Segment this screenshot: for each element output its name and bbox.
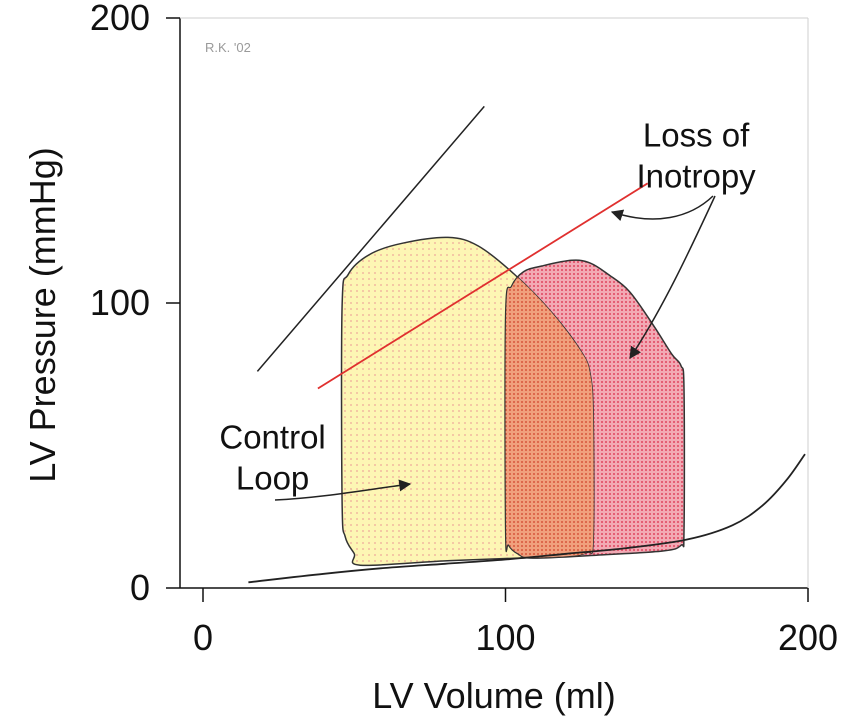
watermark-text: R.K. '02 <box>205 40 251 55</box>
annotation-line: Inotropy <box>636 157 756 194</box>
y-tick-label: 100 <box>90 282 150 323</box>
annotation-line: Loss of <box>643 116 750 153</box>
y-axis-ticks: 0 100 200 <box>90 0 180 608</box>
y-tick-label: 0 <box>130 567 150 608</box>
annotation-line: Loop <box>236 459 309 496</box>
edpvr-curve <box>248 453 806 584</box>
arrow-to-inotropy-loop <box>629 195 716 359</box>
overlap-region <box>504 259 594 559</box>
espvr-control-line <box>256 105 485 372</box>
y-tick-label: 200 <box>90 0 150 38</box>
x-tick-label: 100 <box>475 617 535 658</box>
annotation-control-loop: Control Loop <box>219 418 325 496</box>
annotation-loss-of-inotropy: Loss of Inotropy <box>636 116 756 194</box>
x-tick-label: 0 <box>193 617 213 658</box>
x-tick-label: 200 <box>778 617 838 658</box>
y-axis-title: LV Pressure (mmHg) <box>22 147 63 482</box>
x-axis-ticks: 0 100 200 <box>193 588 838 658</box>
espvr-inotropy-line <box>317 182 649 390</box>
arrow-to-control-loop <box>274 479 412 501</box>
arrow-to-red-line <box>610 195 714 222</box>
x-axis-title: LV Volume (ml) <box>372 675 615 716</box>
annotation-line: Control <box>219 418 325 455</box>
